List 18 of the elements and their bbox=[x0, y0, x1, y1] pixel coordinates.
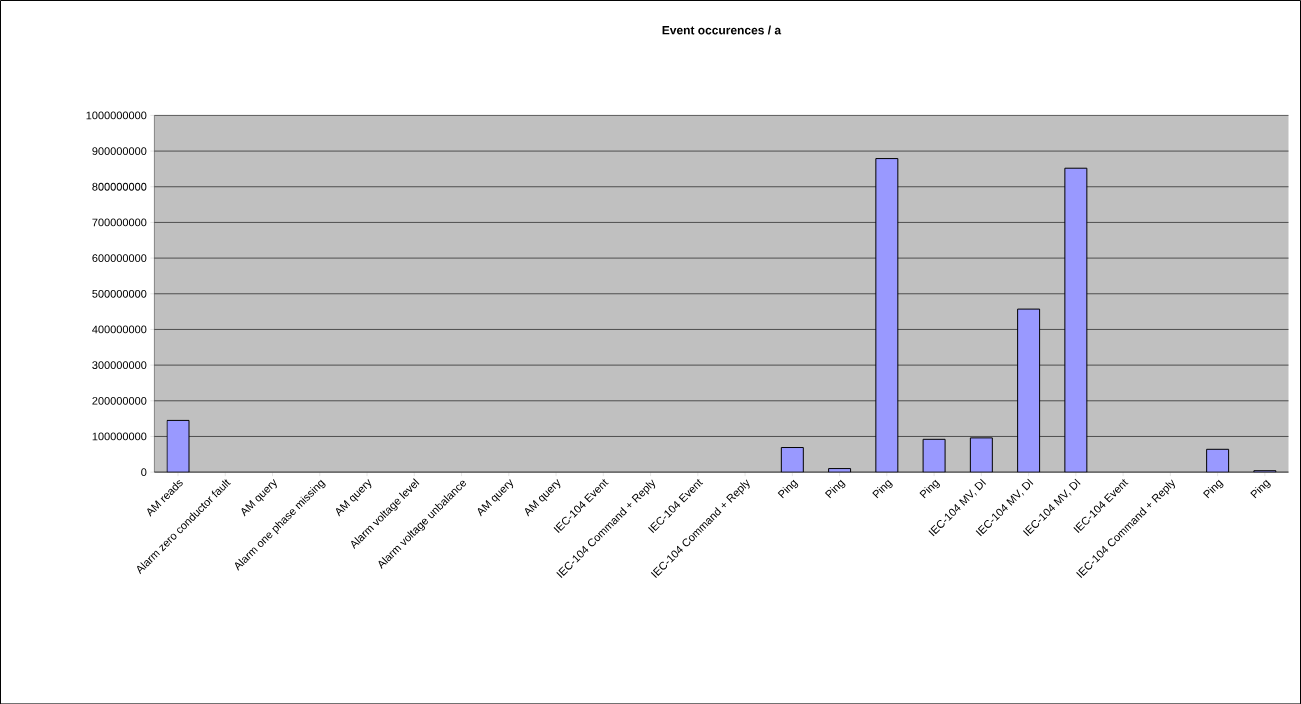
y-tick-label: 500000000 bbox=[92, 289, 147, 298]
y-tick-label: 400000000 bbox=[92, 325, 147, 334]
y-tick-label: 0 bbox=[141, 468, 147, 476]
y-tick-label: 1000000000 bbox=[86, 111, 147, 120]
chart-title: Event occurences / a bbox=[662, 25, 782, 35]
x-tick-label: Ping bbox=[777, 479, 799, 499]
x-tick-label: Ping bbox=[872, 479, 893, 499]
y-tick-label: 800000000 bbox=[92, 182, 147, 191]
x-tick-label: Ping bbox=[824, 479, 846, 499]
x-tick-label: Ping bbox=[1250, 479, 1271, 499]
x-tick-label: Ping bbox=[919, 479, 940, 499]
x-tick-label: Ping bbox=[1203, 479, 1224, 499]
y-tick-label: 300000000 bbox=[92, 361, 147, 369]
y-tick-label: 700000000 bbox=[92, 218, 147, 227]
y-tick-label: 900000000 bbox=[92, 146, 147, 155]
y-tick-label: 100000000 bbox=[92, 432, 147, 441]
y-tick-label: 200000000 bbox=[92, 396, 147, 405]
y-tick-label: 600000000 bbox=[92, 254, 147, 262]
